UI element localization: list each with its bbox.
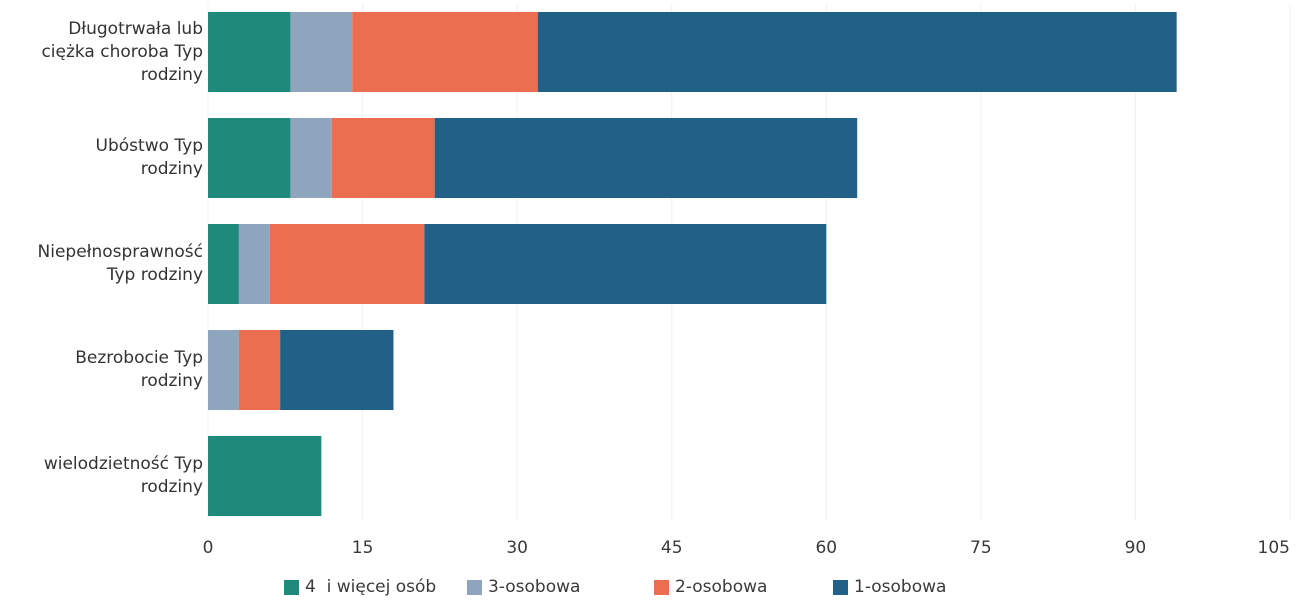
x-tick-label: 75 xyxy=(970,538,992,558)
legend-label: 2-osobowa xyxy=(675,577,768,597)
bar-4-series-0 xyxy=(208,436,322,516)
category-label: Ubóstwo Typ rodziny xyxy=(95,136,203,179)
legend-item: 1-osobowa xyxy=(833,577,946,597)
x-tick-label: 105 xyxy=(1258,538,1290,558)
bar-3-series-1 xyxy=(208,330,239,410)
legend-swatch xyxy=(833,579,848,595)
category-label: Niepełnosprawność Typ rodziny xyxy=(37,242,204,285)
category-label: Bezrobocie Typ rodziny xyxy=(75,348,203,391)
bar-2-series-1 xyxy=(238,224,270,304)
bar-1-series-3 xyxy=(434,118,858,198)
legend-label: 4 i więcej osób xyxy=(305,577,437,597)
bar-3-series-2 xyxy=(238,330,281,410)
legend-swatch xyxy=(284,579,299,595)
legend: 4 i więcej osób 3-osobowa 2-osobowa 1-osobo… xyxy=(0,577,1313,601)
x-tick-label: 90 xyxy=(1125,538,1147,558)
x-tick-label: 30 xyxy=(506,538,528,558)
legend-swatch xyxy=(467,579,482,595)
bar-0-series-3 xyxy=(537,12,1177,92)
bar-2-series-0 xyxy=(208,224,239,304)
bar-1-series-1 xyxy=(290,118,332,198)
bar-0-series-2 xyxy=(352,12,538,92)
bar-1-series-2 xyxy=(331,118,435,198)
bar-1-series-0 xyxy=(208,118,291,198)
bar-2-series-3 xyxy=(424,224,827,304)
legend-label: 3-osobowa xyxy=(488,577,581,597)
x-tick-label: 60 xyxy=(815,538,837,558)
bar-3-series-3 xyxy=(280,330,394,410)
bar-0-series-1 xyxy=(290,12,353,92)
bar-2-series-2 xyxy=(269,224,425,304)
category-label: wielodzietność Typ rodziny xyxy=(43,454,203,497)
x-tick-label: 0 xyxy=(203,538,214,558)
legend-item: 2-osobowa xyxy=(654,577,767,597)
x-tick-label: 45 xyxy=(661,538,683,558)
legend-swatch xyxy=(654,579,669,595)
bar-0-series-0 xyxy=(208,12,291,92)
legend-label: 1-osobowa xyxy=(854,577,947,597)
category-label: Długotrwała lub ciężka choroba Typ rodzi… xyxy=(41,18,203,85)
x-axis-ticks: 0 15 30 45 60 75 90 105 xyxy=(203,538,1290,558)
legend-item: 3-osobowa xyxy=(467,577,580,597)
bars xyxy=(208,12,1177,516)
x-tick-label: 15 xyxy=(352,538,374,558)
legend-item: 4 i więcej osób xyxy=(284,577,436,597)
